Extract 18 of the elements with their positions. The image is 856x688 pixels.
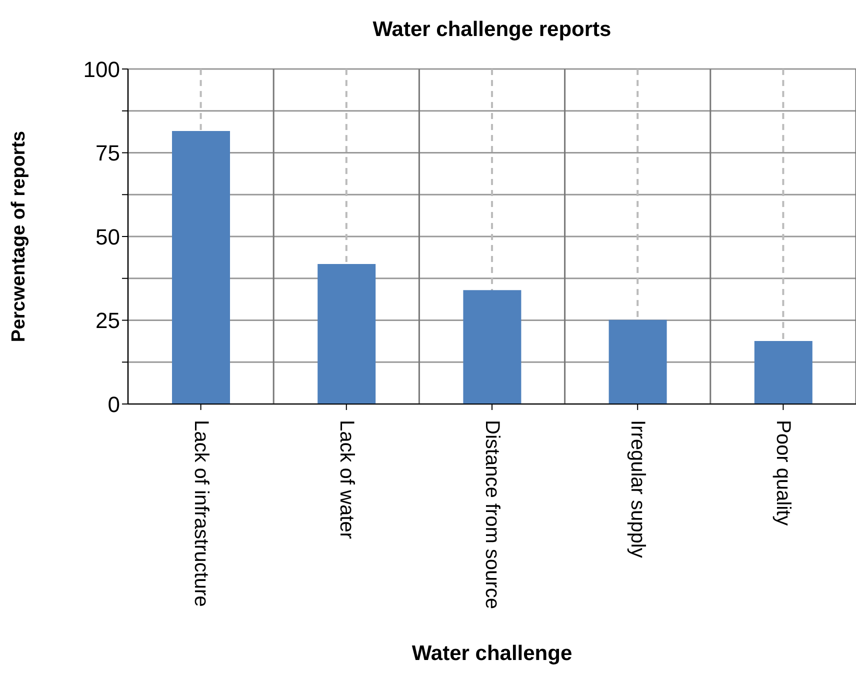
x-tick-label: Lack of water [335,420,358,540]
x-tick-label: Distance from source [481,420,503,609]
y-tick-label: 100 [83,56,120,82]
bar [754,341,812,404]
x-tick-label: Irregular supply [626,420,649,558]
chart-title: Water challenge reports [372,18,612,42]
bar [608,320,667,404]
y-tick-label: 0 [108,392,120,417]
y-tick-label: 75 [96,140,120,166]
y-tick-label: 50 [96,224,120,250]
y-tick-label: 25 [96,308,120,334]
bar [172,130,230,404]
x-tick-label: Poor quality [772,420,794,526]
x-axis-title: Water challenge [412,642,572,665]
bar [318,264,376,404]
bar [463,290,522,404]
y-axis-title: Percwentage of reports [8,130,30,342]
x-tick-label: Lack of infrastructure [190,420,212,607]
